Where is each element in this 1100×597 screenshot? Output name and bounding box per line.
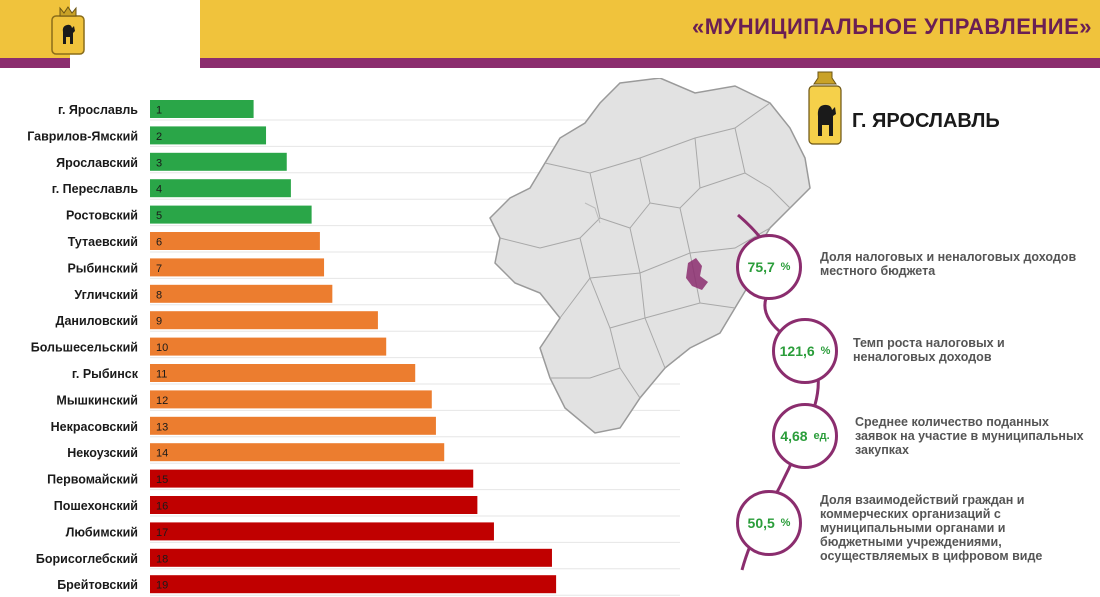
yaroslavl-highlight (686, 258, 708, 290)
kpi-unit-1: % (780, 261, 791, 273)
bar (150, 496, 478, 514)
bar-value-label: 1 (156, 105, 162, 117)
kpi-label-2: Темп роста налоговых и неналоговых доход… (853, 336, 1005, 364)
category-label: Некрасовский (51, 420, 138, 434)
kpi-label-4: Доля взаимодействий граждан и коммерческ… (820, 493, 1043, 563)
category-label: Брейтовский (57, 578, 138, 592)
bar (150, 126, 267, 145)
bar-value-label: 18 (156, 553, 168, 565)
bar (150, 205, 312, 224)
bar-value-label: 5 (156, 210, 162, 222)
bar-value-label: 19 (156, 580, 168, 592)
bar (150, 152, 287, 171)
region-map (489, 78, 811, 434)
bar-value-label: 7 (156, 263, 162, 275)
category-label: Пошехонский (54, 499, 138, 513)
kpi-unit-3: ед. (813, 430, 830, 442)
category-label: Большесельский (31, 341, 138, 355)
bar-value-label: 6 (156, 237, 162, 249)
kpi-label-3: Среднее количество поданных заявок на уч… (855, 415, 1084, 457)
city-name: Г. ЯРОСЛАВЛЬ (852, 110, 1000, 132)
bar (150, 469, 474, 488)
bear-crest-icon (51, 6, 85, 55)
kpi-unit-2: % (820, 345, 831, 357)
city-crest-icon (808, 71, 842, 145)
bar-value-label: 14 (156, 448, 168, 460)
category-label: Рыбинский (67, 261, 138, 275)
bar-value-label: 16 (156, 501, 168, 513)
page-title: «МУНИЦИПАЛЬНОЕ УПРАВЛЕНИЕ» (691, 14, 1092, 39)
bar (150, 179, 291, 198)
kpi-circle-2: 121,6 % (772, 318, 838, 384)
header-slant (70, 0, 200, 68)
bar (150, 416, 436, 435)
category-label: Тутаевский (68, 235, 138, 249)
kpi-circle-3: 4,68 ед. (772, 403, 838, 469)
bar (150, 311, 378, 330)
bar (150, 575, 557, 594)
category-label: Мышкинский (56, 393, 138, 407)
category-label: Даниловский (56, 314, 138, 328)
bar-value-label: 9 (156, 316, 162, 328)
bar-value-label: 17 (156, 527, 168, 539)
category-label: г. Переславль (52, 182, 139, 196)
bar-value-label: 11 (156, 369, 167, 381)
category-label: Первомайский (47, 473, 138, 487)
kpi-value-3: 4,68 (780, 428, 808, 444)
bar (150, 232, 320, 250)
bar-value-label: 8 (156, 289, 162, 301)
bar (150, 100, 254, 118)
kpi-label-1: Доля налоговых и неналоговых доходов мес… (820, 250, 1077, 278)
bar-value-label: 12 (156, 395, 168, 407)
kpi-value-2: 121,6 (779, 343, 815, 359)
category-label: г. Ярославль (58, 103, 138, 117)
bar (150, 284, 333, 303)
bar (150, 443, 445, 462)
bar-value-label: 3 (156, 157, 162, 169)
bar (150, 522, 494, 541)
bar (150, 258, 325, 277)
bar-value-label: 4 (156, 184, 162, 196)
district-borders (499, 102, 791, 399)
category-label: Некоузский (67, 446, 138, 460)
bar (150, 364, 416, 382)
category-label: г. Рыбинск (72, 367, 139, 381)
bar (150, 337, 387, 356)
bar-value-label: 15 (156, 474, 168, 486)
category-label: Любимский (66, 525, 138, 539)
category-label: Угличский (74, 288, 138, 302)
kpi-circle-1: 75,7 % (736, 234, 802, 300)
category-label: Ярославский (56, 156, 138, 170)
bar-value-label: 13 (156, 421, 168, 433)
kpi-value-1: 75,7 (747, 259, 775, 275)
bar (150, 390, 432, 409)
category-label: Ростовский (66, 209, 138, 223)
bar-value-label: 2 (156, 131, 162, 143)
header-stripe (0, 58, 1100, 68)
kpi-value-4: 50,5 (747, 515, 775, 531)
kpi-circle-4: 50,5 % (736, 490, 802, 556)
category-label: Борисоглебский (36, 552, 138, 566)
bar-value-label: 10 (156, 342, 168, 354)
kpi-unit-4: % (780, 517, 791, 529)
category-label: Гаврилов-Ямский (27, 129, 138, 143)
bar (150, 548, 552, 567)
region-outline (489, 78, 811, 434)
